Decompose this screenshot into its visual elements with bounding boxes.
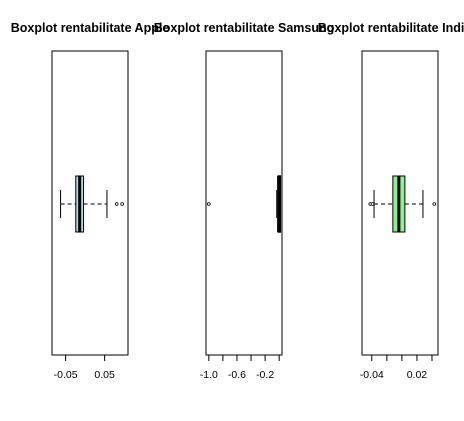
outlier-point-samsung-0: [207, 202, 211, 206]
x-tick-label-samsung-2: -0.6: [228, 369, 246, 381]
panel-samsung: -1.0 -0.6 -0.2 Boxplot rentabilitate Samsun…: [154, 21, 335, 381]
x-tick-label-apple-0: -0.05: [54, 369, 78, 381]
title-indice: Boxplot rentabilitate Indice: [318, 21, 464, 35]
x-tick-label-samsung-4: -0.2: [256, 369, 274, 381]
x-tick-label-indice-0: -0.04: [360, 369, 384, 381]
title-samsung: Boxplot rentabilitate Samsung: [154, 21, 335, 35]
outlier-point-apple-0: [114, 202, 119, 206]
outlier-point-apple-1: [120, 202, 124, 206]
panel-indice: -0.04 0.02 Boxplot rentabilitate Indice: [318, 21, 464, 381]
plot-frame-samsung: [205, 50, 283, 356]
outlier-point-indice-1: [370, 202, 375, 206]
panel-apple: -0.05 0.05 Boxplot rentabilitate Apple: [11, 21, 170, 381]
x-tick-label-indice-3: 0.02: [407, 369, 428, 381]
title-apple: Boxplot rentabilitate Apple: [11, 21, 170, 35]
x-tick-label-apple-1: 0.05: [94, 369, 115, 381]
x-tick-label-samsung-0: -1.0: [200, 369, 218, 381]
outlier-point-indice-2: [432, 202, 437, 206]
